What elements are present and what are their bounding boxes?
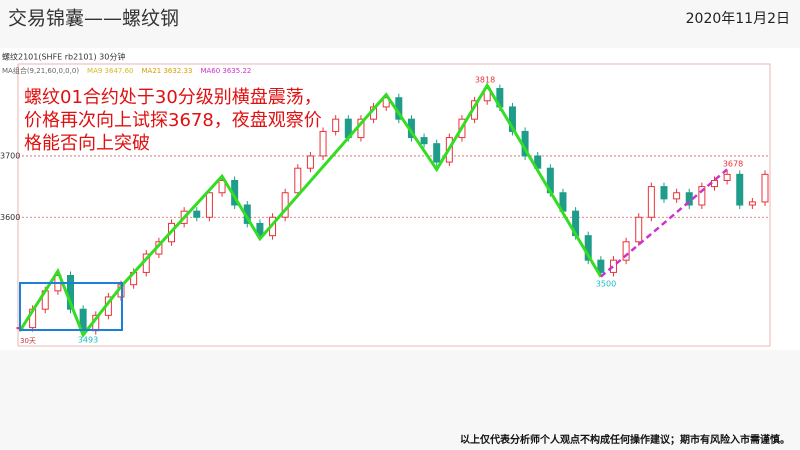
candle: [483, 88, 491, 102]
candle: [736, 173, 744, 206]
indicator: MA60 3635.22: [200, 67, 251, 75]
candle: [609, 259, 617, 273]
chart-title: 螺纹2101(SHFE rb2101) 30分钟: [2, 52, 125, 62]
trend-line: [600, 168, 728, 278]
candle: [673, 192, 681, 200]
annotation: 3678: [723, 160, 743, 169]
y-tick-label: 3600: [0, 213, 20, 222]
candle: [319, 130, 327, 157]
candle: [508, 106, 516, 132]
candle: [748, 201, 756, 206]
candle: [647, 186, 655, 218]
candle: [294, 167, 302, 194]
range-box: [19, 282, 123, 331]
slide-title: 交易锦囊——螺纹钢: [8, 8, 179, 30]
candle: [433, 143, 441, 163]
indicator: MA9 3647.60: [87, 67, 133, 75]
candle: [420, 137, 428, 145]
x-label: 30天: [20, 337, 36, 345]
annotation: 3818: [475, 76, 495, 85]
candle: [597, 259, 605, 273]
zigzag-line: [18, 82, 603, 338]
annotation: 3493: [78, 336, 98, 345]
plot-frame: [17, 63, 771, 347]
candle: [205, 192, 213, 218]
indicator: MA21 3632.33: [142, 67, 193, 75]
candle: [382, 97, 390, 108]
candle: [193, 210, 201, 218]
candle: [622, 241, 630, 261]
candle: [256, 222, 264, 237]
candle: [218, 179, 226, 194]
candle: [723, 173, 731, 181]
slide-date: 2020年11月2日: [686, 11, 790, 27]
candle: [332, 118, 340, 132]
candle: [761, 173, 769, 203]
y-tick-label: 3700: [0, 151, 20, 160]
annotation: 3500: [596, 280, 616, 289]
commentary-line: 螺纹01合约处于30分级别横盘震荡，: [24, 87, 322, 108]
candle: [660, 186, 668, 200]
candle: [698, 186, 706, 206]
commentary-line: 价格再次向上试探3678，夜盘观察价: [24, 110, 322, 131]
commentary-line: 格能否向上突破: [24, 133, 150, 154]
footer: 以上仅代表分析师个人观点不构成任何操作建议；期市有风险入市需谨慎。: [460, 433, 790, 446]
candle: [306, 155, 314, 169]
indicator: MA组合(9,21,60,0,0,0): [2, 66, 79, 75]
candle: [635, 216, 643, 243]
